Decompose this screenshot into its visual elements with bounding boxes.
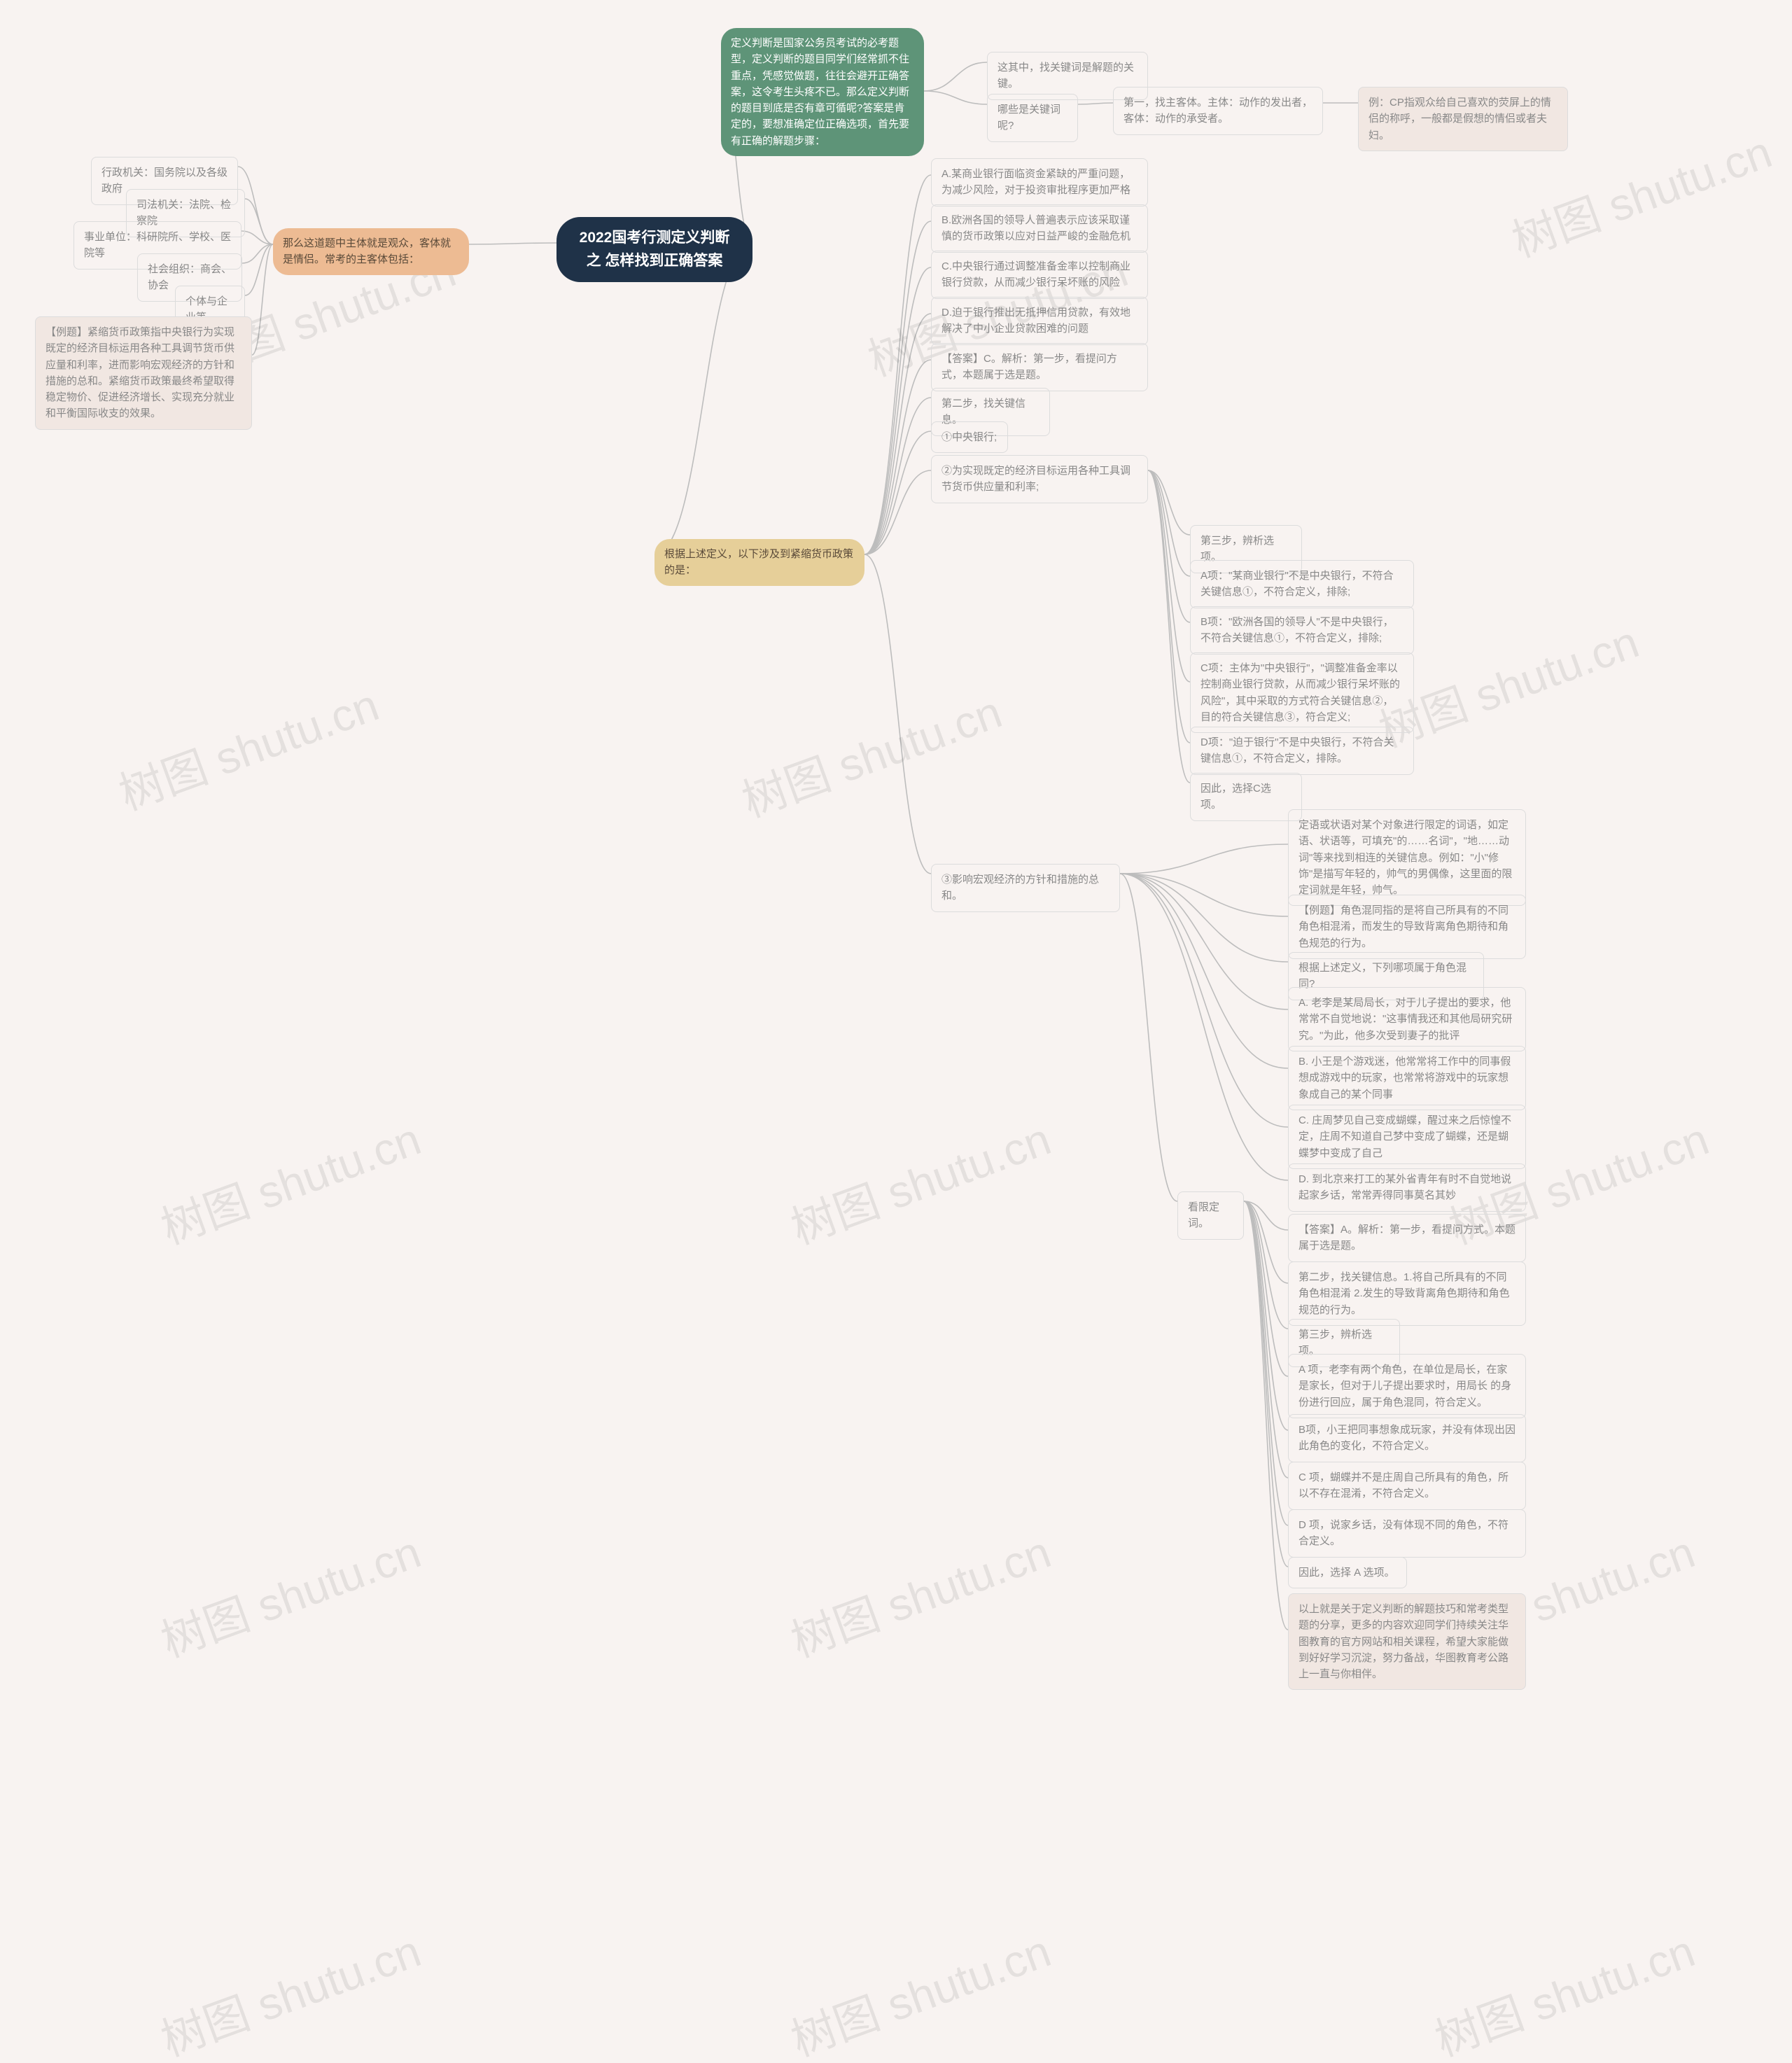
node-tg_a2: 例：CP指观众给自己喜欢的荧屏上的情侣的称呼，一般都是假想的情侣或者夫妇。 xyxy=(1358,87,1568,151)
node-qe: 【答案】C。解析：第一步，看提问方式，本题属于选是题。 xyxy=(931,343,1148,391)
node-r2: A项："某商业银行"不是中央银行，不符合关键信息①，不符合定义，排除; xyxy=(1190,560,1414,608)
node-r10: A. 老李是某局局长，对于儿子提出的要求，他常常不自觉地说："这事情我还和其他局… xyxy=(1288,987,1526,1051)
node-kdk: 看限定词。 xyxy=(1177,1191,1244,1240)
node-r17: A 项，老李有两个角色，在单位是局长，在家是家长，但对于儿子提出要求时，用局长 … xyxy=(1288,1354,1526,1418)
node-top_green: 定义判断是国家公务员考试的必考题型，定义判断的题目同学们经常抓不住重点，凭感觉做… xyxy=(721,28,924,156)
node-r18: B项，小王把同事想象成玩家，并没有体现出因此角色的变化，不符合定义。 xyxy=(1288,1414,1526,1462)
node-q_main: 根据上述定义，以下涉及到紧缩货币政策的是： xyxy=(654,539,864,586)
watermark: 树图 shutu.cn xyxy=(109,669,386,823)
mindmap-stage: 树图 shutu.cn 树图 shutu.cn 树图 shutu.cn 树图 shut… xyxy=(0,0,1792,2063)
node-qi: ③影响宏观经济的方针和措施的总和。 xyxy=(931,864,1120,912)
node-r7: 定语或状语对某个对象进行限定的词语，如定语、状语等，可填充"的……名词"，"地…… xyxy=(1288,809,1526,906)
node-tg_q: 哪些是关键词呢? xyxy=(987,94,1078,142)
node-r19: C 项，蝴蝶并不是庄周自己所具有的角色，所以不存在混淆，不符合定义。 xyxy=(1288,1462,1526,1510)
node-left_main: 那么这道题中主体就是观众，客体就是情侣。常考的主客体包括： xyxy=(273,228,469,275)
node-r8: 【例题】角色混同指的是将自己所具有的不同角色相混淆，而发生的导致背离角色期待和角… xyxy=(1288,895,1526,959)
node-left_example: 【例题】紧缩货币政策指中央银行为实现既定的经济目标运用各种工具调节货币供应量和利… xyxy=(35,316,252,430)
node-qb: B.欧洲各国的领导人普遍表示应该采取谨慎的货币政策以应对日益严峻的金融危机 xyxy=(931,204,1148,253)
node-r14: 【答案】A。解析：第一步，看提问方式。本题属于选是题。 xyxy=(1288,1214,1526,1262)
node-r12: C. 庄周梦见自己变成蝴蝶，醒过来之后惊惶不定，庄周不知道自己梦中变成了蝴蝶，还… xyxy=(1288,1105,1526,1169)
node-r4: C项：主体为"中央银行"，"调整准备金率以控制商业银行贷款，从而减少银行呆坏账的… xyxy=(1190,652,1414,733)
node-r21: 因此，选择 A 选项。 xyxy=(1288,1557,1407,1588)
watermark: 树图 shutu.cn xyxy=(151,1103,428,1257)
node-qh: ②为实现既定的经济目标运用各种工具调节货币供应量和利率; xyxy=(931,455,1148,503)
watermark: 树图 shutu.cn xyxy=(781,1516,1058,1670)
node-r5: D项："迫于银行"不是中央银行，不符合关键信息①，不符合定义，排除。 xyxy=(1190,727,1414,775)
node-r11: B. 小王是个游戏迷，他常常将工作中的同事假想成游戏中的玩家，也常常将游戏中的玩… xyxy=(1288,1046,1526,1110)
watermark: 树图 shutu.cn xyxy=(1425,1915,1702,2063)
node-r20: D 项，说家乡话，没有体现不同的角色，不符合定义。 xyxy=(1288,1509,1526,1558)
node-tg_a1: 第一，找主客体。主体：动作的发出者，客体：动作的承受者。 xyxy=(1113,87,1323,135)
watermark: 树图 shutu.cn xyxy=(151,1516,428,1670)
node-qd: D.迫于银行推出无抵押信用贷款，有效地解决了中小企业贷款困难的问题 xyxy=(931,297,1148,345)
node-r6: 因此，选择C选项。 xyxy=(1190,773,1302,821)
watermark: 树图 shutu.cn xyxy=(732,676,1009,830)
watermark: 树图 shutu.cn xyxy=(781,1103,1058,1257)
node-r13: D. 到北京来打工的某外省青年有时不自觉地说起家乡话，常常弄得同事莫名其妙 xyxy=(1288,1163,1526,1212)
node-r3: B项："欧洲各国的领导人"不是中央银行，不符合关键信息①，不符合定义，排除; xyxy=(1190,606,1414,655)
node-root: 2022国考行测定义判断之 怎样找到正确答案 xyxy=(556,217,752,282)
node-r22: 以上就是关于定义判断的解题技巧和常考类型题的分享，更多的内容欢迎同学们持续关注华… xyxy=(1288,1593,1526,1690)
node-qc: C.中央银行通过调整准备金率以控制商业银行贷款，从而减少银行呆坏账的风险 xyxy=(931,251,1148,299)
watermark: 树图 shutu.cn xyxy=(151,1915,428,2063)
node-r15: 第二步，找关键信息。1.将自己所具有的不同角色相混淆 2.发生的导致背离角色期待… xyxy=(1288,1261,1526,1326)
node-qg: ①中央银行; xyxy=(931,421,1008,453)
node-qa: A.某商业银行面临资金紧缺的严重问题，为减少风险，对于投资审批程序更加严格 xyxy=(931,158,1148,207)
watermark: 树图 shutu.cn xyxy=(781,1915,1058,2063)
